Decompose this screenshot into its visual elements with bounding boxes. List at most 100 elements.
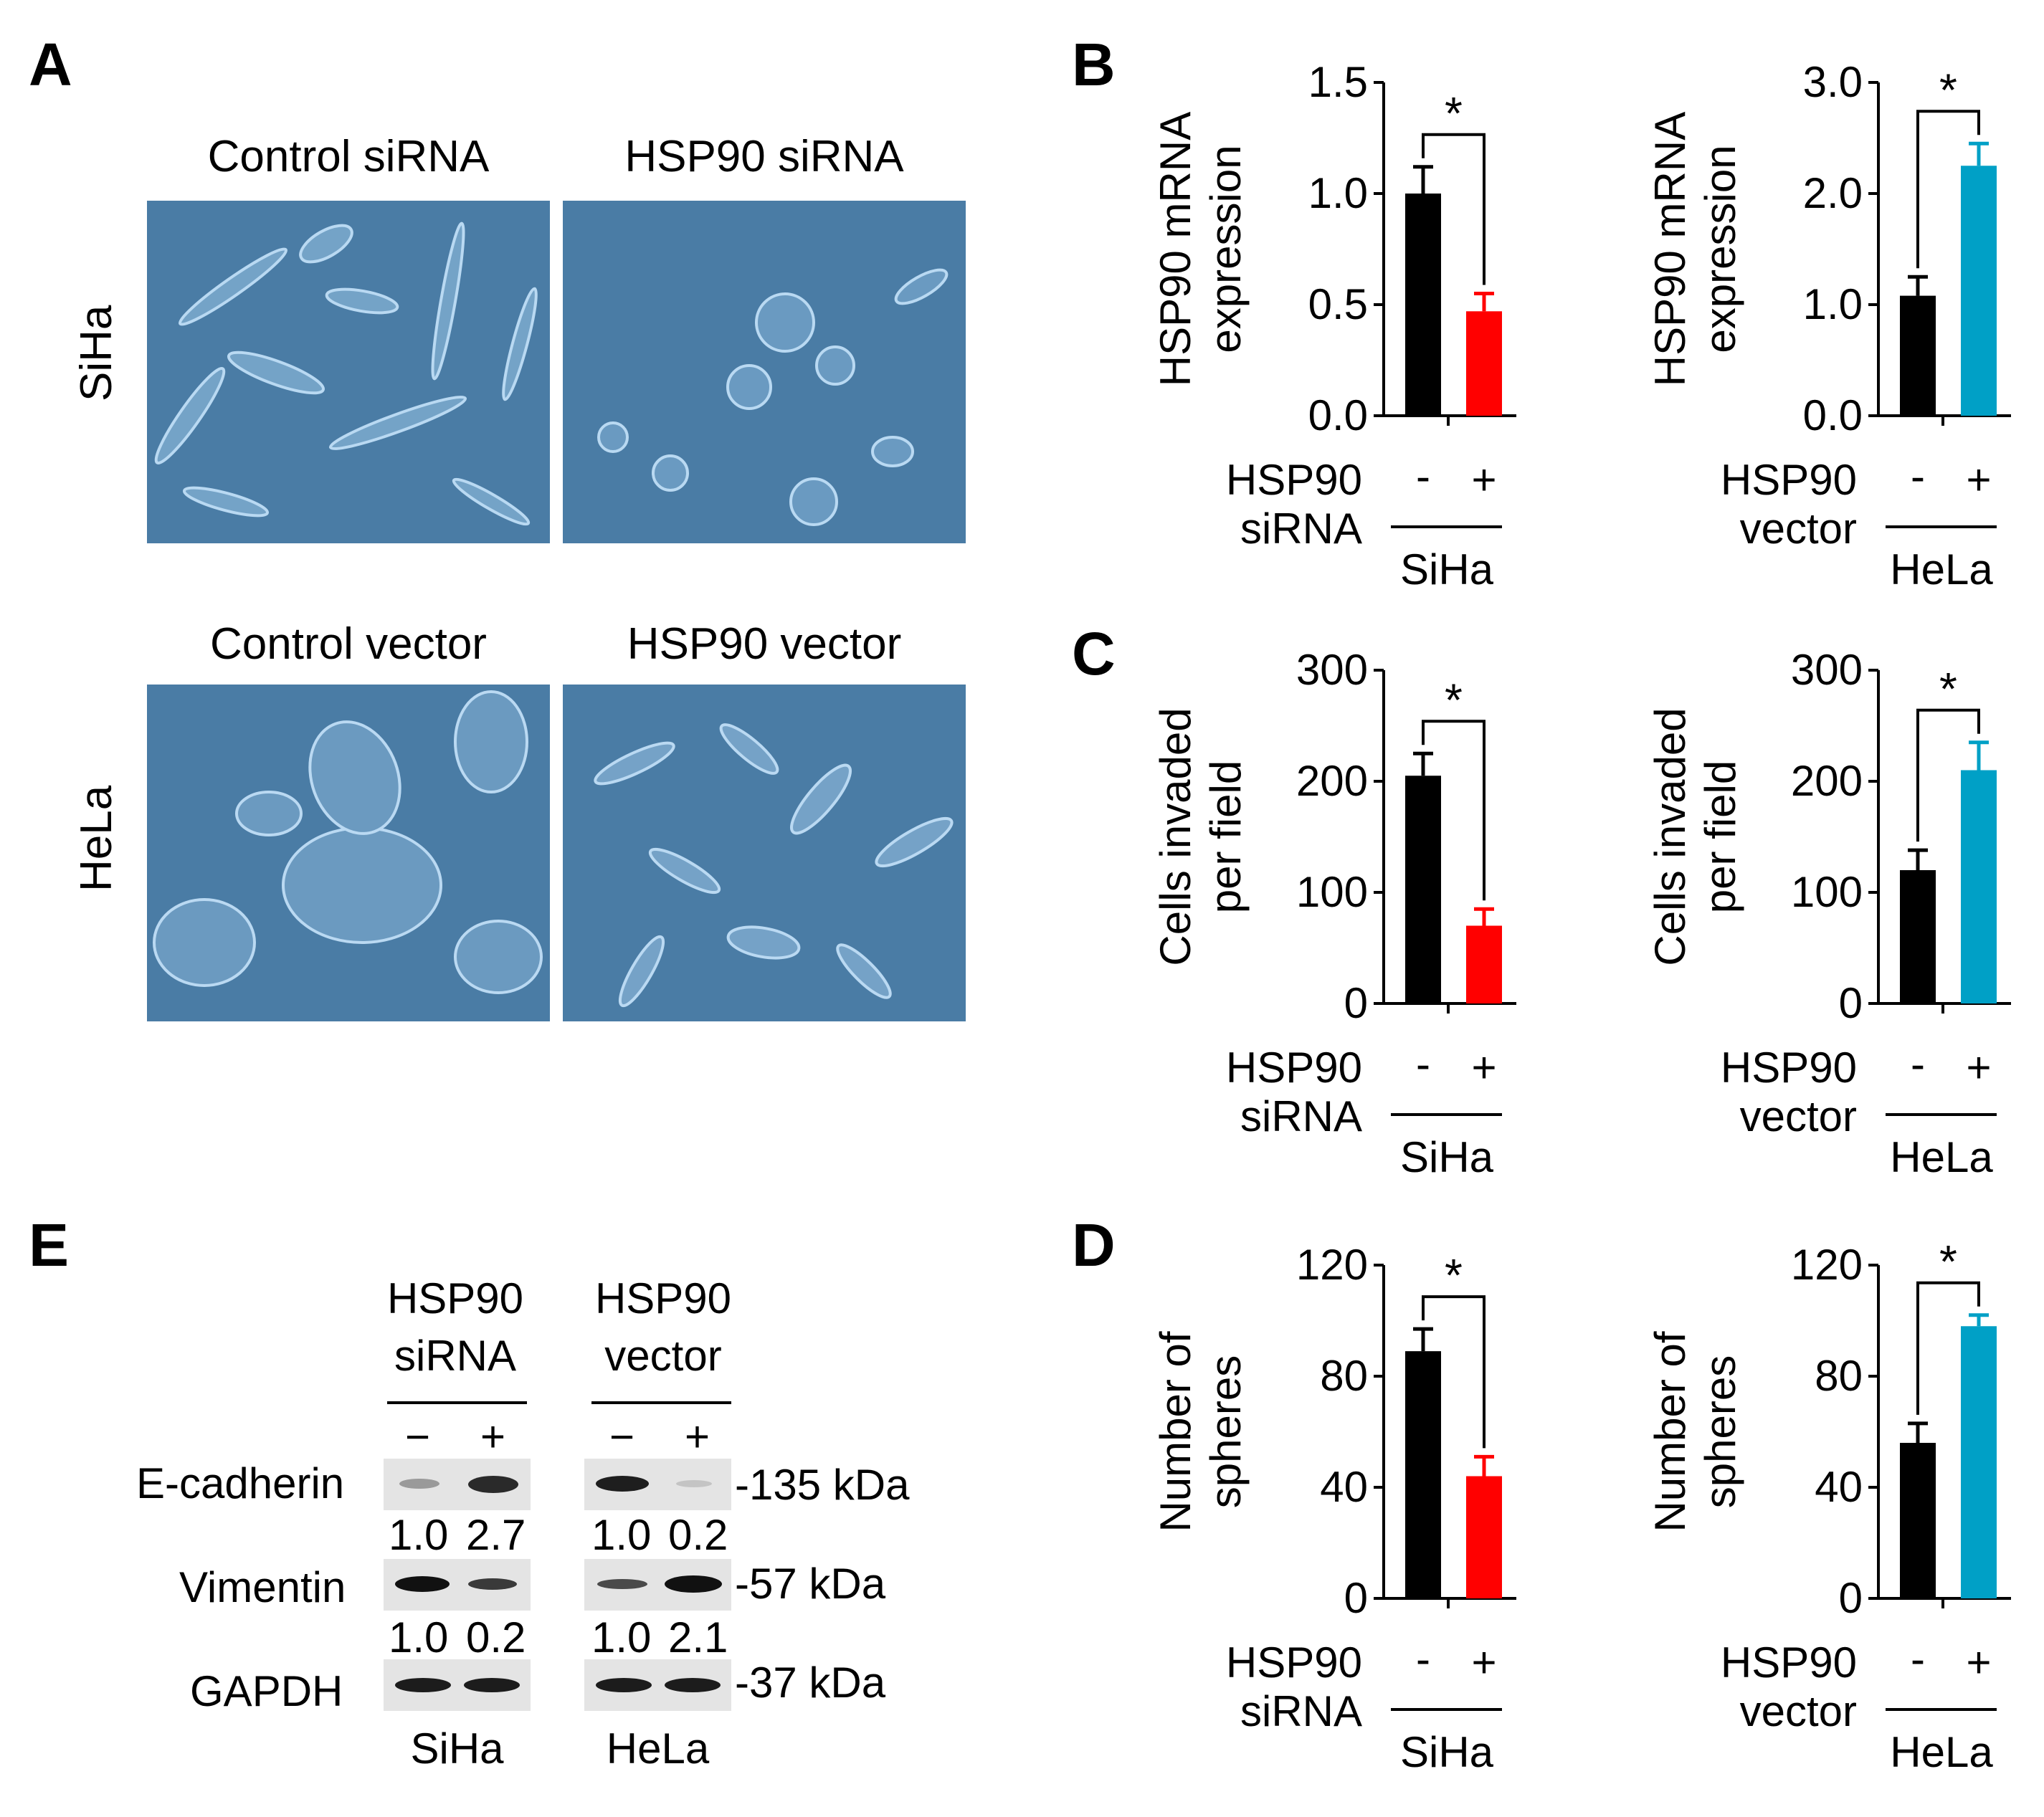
y-tick-label: 0 [1344,1574,1368,1622]
treatment-label-line2: vector [1740,1092,1857,1140]
panel-d-letter: D [1072,1211,1116,1279]
wb-quant-ecadherin-hela-plus: 0.2 [668,1511,728,1559]
category-label: + [1471,1639,1496,1687]
wb-strip-ecadherin-siha [384,1459,531,1510]
row-label-hela: HeLa [72,785,121,892]
wb-cellline-siha: SiHa [410,1725,504,1773]
wb-cellline-hela: HeLa [606,1725,710,1773]
cell-line-label: HeLa [1890,1133,1993,1181]
wb-group2-plus: + [685,1413,710,1461]
bar [1466,1476,1502,1598]
title-control-vector: Control vector [210,619,487,669]
treatment-label-line1: HSP90 [1721,1044,1857,1092]
wb-group1-divider [387,1401,527,1404]
category-label: + [1471,456,1496,504]
wb-quant-vimentin-hela-minus: 1.0 [591,1613,652,1661]
y-axis-title-line2: per field [1696,760,1744,913]
category-label: + [1966,1639,1991,1687]
y-axis-title-line2: per field [1202,760,1250,913]
wb-size-gapdh: -37 kDa [735,1659,886,1707]
y-tick-label: 0 [1839,1574,1863,1622]
wb-group2-title-line1: HSP90 [594,1274,732,1322]
cell-line-label: HeLa [1890,545,1993,593]
chart-c-siha: 0 100 200 300 Cells invaded per field * HSP90si… [1151,646,1516,1181]
wb-quant-ecadherin-siha-minus: 1.0 [389,1511,449,1559]
wb-group1-title-line1: HSP90 [386,1274,524,1322]
category-label: - [1416,452,1430,500]
bar [1405,776,1441,1003]
category-label: - [1416,1635,1430,1683]
wb-label-ecadherin: E-cadherin [136,1459,345,1507]
wb-strip-vimentin-siha [384,1559,531,1611]
title-hsp90-vector: HSP90 vector [627,619,902,669]
panel-c-letter: C [1072,620,1116,687]
wb-strip-gapdh-hela [584,1659,731,1711]
treatment-label-line2: siRNA [1240,505,1362,553]
title-control-sirna: Control siRNA [207,132,490,181]
category-label: + [1966,1044,1991,1092]
y-tick-label: 3.0 [1803,58,1863,106]
y-axis-title-line1: HSP90 mRNA [1151,112,1199,386]
y-tick-label: 1.5 [1308,58,1368,106]
treatment-label-line1: HSP90 [1226,1044,1362,1092]
chart-b-hela: 0.0 1.0 2.0 3.0 HSP90 mRNA expression * HSP90ve… [1646,58,2011,593]
y-axis-title-line1: Cells invaded [1646,707,1694,965]
row-label-siha: SiHa [72,305,121,401]
y-tick-label: 120 [1296,1241,1368,1289]
y-tick-label: 1.0 [1308,169,1368,217]
category-label: - [1911,1635,1925,1683]
wb-label-vimentin: Vimentin [179,1563,346,1611]
y-tick-label: 300 [1791,646,1863,694]
wb-quant-vimentin-siha-plus: 0.2 [466,1613,526,1661]
y-tick-label: 200 [1296,757,1368,805]
bar [1405,1351,1441,1598]
y-axis-title-line2: expression [1696,145,1744,353]
y-tick-label: 300 [1296,646,1368,694]
y-tick-label: 80 [1815,1352,1863,1400]
band-vimentin-hela-plus [665,1575,722,1593]
category-label: - [1911,1040,1925,1088]
significance-bracket [1422,1295,1486,1449]
y-tick-label: 100 [1791,868,1863,916]
micrograph-siha-hsp90-sirna [563,201,966,543]
y-tick-label: 0.0 [1803,391,1863,439]
chart-c-hela: 0 100 200 300 Cells invaded per field * HSP90ve… [1646,646,2011,1181]
micrograph-hela-hsp90-vector [563,685,966,1021]
y-axis-title-line1: Number of [1646,1331,1694,1532]
band-ecadherin-siha-minus [399,1479,439,1489]
category-label: + [1471,1044,1496,1092]
treatment-label-line2: siRNA [1240,1687,1362,1735]
significance-bracket [1422,720,1486,901]
band-vimentin-siha-minus [395,1576,450,1592]
bar [1466,925,1502,1003]
bar [1466,311,1502,416]
panel-b-letter: B [1072,31,1116,98]
bar [1961,1326,1997,1598]
band-ecadherin-hela-minus [596,1476,649,1492]
band-ecadherin-hela-plus [676,1480,712,1487]
panel-e-letter: E [29,1211,70,1279]
y-tick-label: 0 [1839,979,1863,1027]
micrograph-siha-control-sirna [147,201,550,543]
panel-a-letter: A [29,31,72,98]
treatment-label-line2: vector [1740,1687,1857,1735]
treatment-label-line1: HSP90 [1226,456,1362,504]
y-axis-title-line1: HSP90 mRNA [1646,112,1694,386]
bar [1961,770,1997,1003]
significance-star: * [1445,674,1463,725]
significance-bracket [1916,1281,1980,1415]
significance-star: * [1445,87,1463,139]
cell-line-label: SiHa [1400,545,1494,593]
significance-star: * [1939,1236,1957,1287]
y-tick-label: 200 [1791,757,1863,805]
y-tick-label: 40 [1320,1463,1368,1511]
band-gapdh-siha-plus [464,1678,520,1692]
significance-bracket [1916,708,1980,842]
wb-group1-title-line2: siRNA [394,1332,516,1380]
y-tick-label: 0 [1344,979,1368,1027]
band-gapdh-hela-minus [596,1678,652,1692]
treatment-label-line1: HSP90 [1721,456,1857,504]
band-vimentin-siha-plus [468,1578,517,1590]
bar [1900,295,1936,416]
